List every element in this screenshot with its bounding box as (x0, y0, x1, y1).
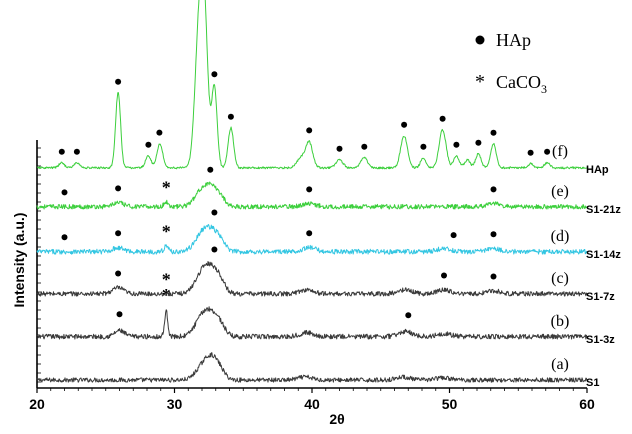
hap-peak-marker (405, 312, 412, 319)
hap-peak-marker (207, 166, 214, 173)
series-layer: S1 (a) * S1-3z (b) * S1-7z (c) * S1-14z (d) * S1-21z… (36, 0, 621, 389)
hap-peak-marker (61, 189, 68, 196)
hap-peak-marker (115, 185, 122, 192)
hap-peak-marker (115, 78, 122, 85)
series-code-label: S1-14z (586, 249, 621, 261)
legend-hap-marker (475, 35, 485, 45)
x-tick-label: 40 (304, 396, 320, 412)
x-tick-label: 50 (442, 396, 458, 412)
hap-peak-marker (490, 186, 497, 193)
series-code-label: HAp (586, 164, 609, 176)
y-axis-title: Intensity (a.u.) (11, 213, 27, 308)
series-line-s1-14z (36, 224, 588, 255)
hap-peak-marker (450, 232, 457, 239)
caco3-peak-marker: * (162, 177, 171, 197)
series-code-label: S1 (586, 377, 599, 389)
series-code-label: S1-7z (586, 291, 615, 303)
series-letter-label: (c) (551, 270, 569, 287)
x-tick-label: 60 (579, 396, 595, 412)
legend-caco3-label-main: CaCO (496, 72, 541, 92)
series-line-s1 (36, 352, 588, 383)
hap-peak-marker (336, 145, 343, 152)
x-tick-label: 30 (167, 396, 183, 412)
hap-peak-marker (420, 143, 427, 150)
legend-caco3-label: CaCO3 (496, 72, 547, 96)
hap-peak-marker (544, 148, 551, 155)
hap-peak-marker (211, 246, 218, 253)
caco3-peak-marker: * (162, 221, 171, 241)
hap-peak-marker (490, 273, 497, 280)
hap-peak-marker (116, 311, 123, 318)
hap-peak-marker (306, 230, 313, 237)
hap-peak-marker (527, 149, 534, 156)
x-tick-label: 20 (29, 396, 45, 412)
x-axis-title: 2θ (329, 411, 344, 427)
hap-peak-marker (227, 113, 234, 120)
hap-peak-marker (453, 141, 460, 148)
hap-peak-marker (115, 230, 122, 237)
series-line-hap (36, 0, 588, 170)
hap-peak-marker (58, 148, 65, 155)
x-axis-ticks: 20 30 40 50 60 (29, 388, 595, 412)
caco3-peak-marker: * (162, 270, 171, 290)
hap-peak-marker (211, 209, 218, 216)
hap-peak-marker (306, 127, 313, 134)
hap-peak-marker (306, 186, 313, 193)
hap-peak-marker (475, 139, 482, 146)
series-line-s1-3z (36, 306, 588, 340)
hap-peak-marker (401, 121, 408, 128)
hap-peak-marker (490, 231, 497, 238)
series-letter-label: (a) (551, 356, 569, 373)
hap-peak-marker (145, 141, 152, 148)
series-line-s1-7z (36, 261, 588, 297)
series-line-s1-21z (36, 181, 588, 210)
series-letter-label: (f) (552, 143, 568, 160)
series-letter-label: (d) (551, 228, 570, 245)
series-code-label: S1-3z (586, 334, 615, 346)
y-axis-minor-ticks (37, 147, 41, 383)
series-code-label: S1-21z (586, 204, 621, 216)
hap-peak-marker (490, 129, 497, 136)
hap-peak-marker (61, 234, 68, 241)
hap-peak-marker (211, 71, 218, 78)
legend-caco3-label-sub: 3 (541, 82, 547, 96)
hap-peak-marker (441, 272, 447, 279)
hap-peak-marker (439, 115, 446, 122)
series-letter-label: (b) (551, 313, 570, 330)
hap-peak-marker (115, 270, 122, 277)
hap-peak-marker (361, 143, 368, 150)
legend: HAp * CaCO3 (475, 30, 547, 96)
legend-caco3-marker: * (475, 71, 485, 93)
legend-hap-label: HAp (496, 30, 531, 50)
series-letter-label: (e) (551, 183, 569, 200)
hap-peak-marker (156, 129, 163, 136)
hap-peak-marker (73, 148, 80, 155)
